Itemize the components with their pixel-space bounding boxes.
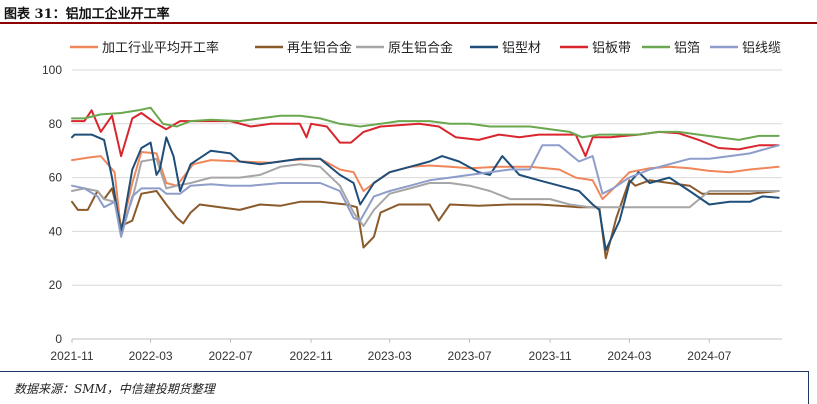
x-tick-label: 2022-07 xyxy=(208,349,252,363)
x-tick-label: 2023-03 xyxy=(368,349,412,363)
figure-title: 图表 31：铝加工企业开工率 xyxy=(4,7,170,22)
series-line-4 xyxy=(71,109,780,158)
y-tick-label: 100 xyxy=(42,63,62,77)
y-tick-label: 80 xyxy=(49,117,63,131)
y-tick-label: 40 xyxy=(49,224,63,238)
legend-label-0: 加工行业平均开工率 xyxy=(102,40,219,56)
x-tick-label: 2024-03 xyxy=(607,349,651,363)
series-line-1 xyxy=(71,179,780,260)
title-rule xyxy=(0,22,817,24)
series-line-6 xyxy=(71,144,780,238)
series-line-2 xyxy=(71,157,780,233)
y-tick-label: 60 xyxy=(49,171,63,185)
gridlines xyxy=(72,69,782,340)
x-tick-label: 2023-07 xyxy=(448,349,492,363)
x-axis: 2021-11 2022-03 2022-07 2022-11 2023-03 2023-… xyxy=(50,338,782,363)
x-tick-label: 2024-07 xyxy=(687,349,731,363)
source-rule xyxy=(0,371,808,372)
legend-label-3: 铝型材 xyxy=(502,41,541,56)
legend-label-4: 铝板带 xyxy=(592,41,631,56)
legend-label-2: 原生铝合金 xyxy=(388,40,453,56)
legend-label-1: 再生铝合金 xyxy=(287,40,352,56)
series-line-5 xyxy=(71,106,780,141)
source-rule-tick xyxy=(808,371,809,404)
x-tick-label: 2023-11 xyxy=(529,349,572,363)
legend-label-5: 铝箔 xyxy=(674,40,700,56)
legend-label-6: 铝线缆 xyxy=(742,40,781,56)
line-chart: 加工行业平均开工率 再生铝合金 原生铝合金 铝型材 铝板带 铝箔 铝线缆 0 20 40 60 80… xyxy=(42,40,782,363)
figure-source: 数据来源：SMM，中信建投期货整理 xyxy=(14,382,215,396)
x-tick-label: 2022-03 xyxy=(129,349,173,363)
legend: 加工行业平均开工率 再生铝合金 原生铝合金 铝型材 铝板带 铝箔 铝线缆 xyxy=(70,40,781,56)
x-tick-label: 2021-11 xyxy=(50,349,93,363)
y-tick-label: 0 xyxy=(55,332,62,346)
x-tick-label: 2022-11 xyxy=(289,349,332,363)
y-tick-label: 20 xyxy=(49,278,63,292)
series-lines xyxy=(71,106,780,260)
series-line-3 xyxy=(71,133,780,252)
y-axis: 0 20 40 60 80 100 xyxy=(42,63,62,346)
